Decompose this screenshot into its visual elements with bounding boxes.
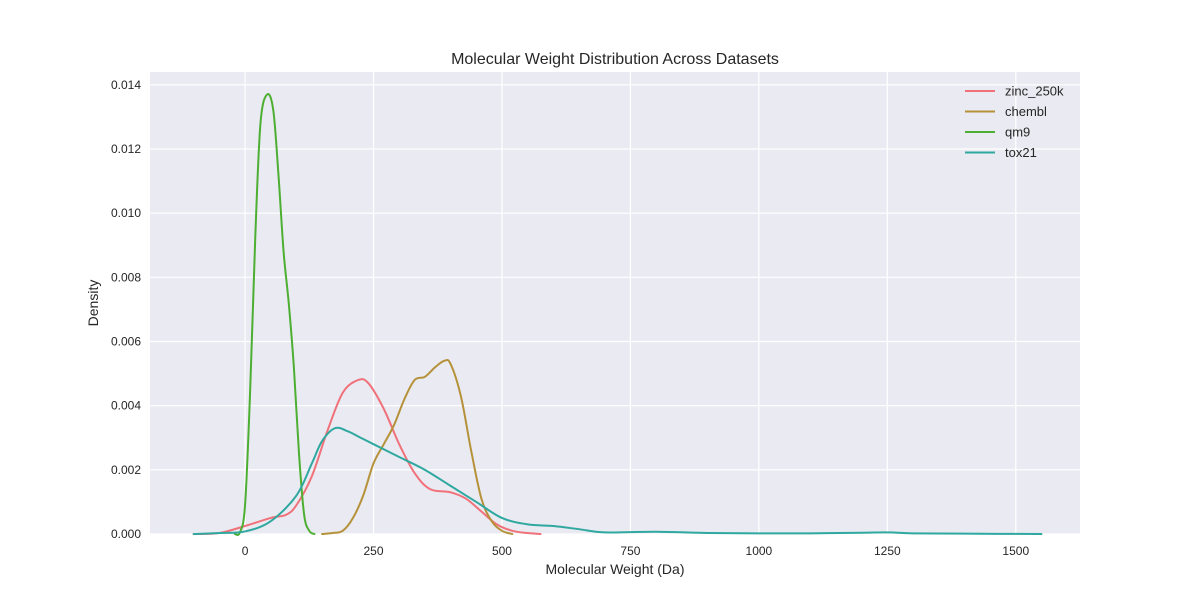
- chart-title: Molecular Weight Distribution Across Dat…: [451, 51, 779, 68]
- x-tick-label: 1500: [1002, 544, 1029, 558]
- series-line-chembl: [321, 358, 514, 535]
- y-tick-label: 0.000: [111, 527, 141, 541]
- grid: [150, 72, 1080, 535]
- tick-labels: 0 250 500 750 1000 1250 1500 0.000 0.002 0.004 0.0…: [111, 78, 1029, 558]
- x-tick-label: 1250: [874, 544, 901, 558]
- legend-label: tox21: [1005, 145, 1037, 160]
- y-tick-label: 0.014: [111, 78, 141, 92]
- legend-label: qm9: [1005, 125, 1030, 140]
- y-tick-label: 0.010: [111, 206, 141, 220]
- y-axis-label: Density: [85, 280, 101, 327]
- x-tick-label: 1000: [746, 544, 773, 558]
- y-tick-label: 0.006: [111, 335, 141, 349]
- y-tick-label: 0.004: [111, 399, 141, 413]
- series-group: [192, 92, 1043, 536]
- y-tick-label: 0.012: [111, 142, 141, 156]
- legend-label: zinc_250k: [1005, 84, 1064, 99]
- series-line-tox21: [192, 426, 1043, 535]
- x-tick-label: 500: [492, 544, 512, 558]
- x-tick-label: 0: [242, 544, 249, 558]
- series-line-qm9: [233, 92, 316, 536]
- x-tick-label: 250: [363, 544, 383, 558]
- legend-label: chembl: [1005, 104, 1047, 119]
- x-axis-label: Molecular Weight (Da): [545, 561, 684, 577]
- y-tick-label: 0.008: [111, 270, 141, 284]
- y-tick-label: 0.002: [111, 463, 141, 477]
- x-tick-label: 750: [620, 544, 640, 558]
